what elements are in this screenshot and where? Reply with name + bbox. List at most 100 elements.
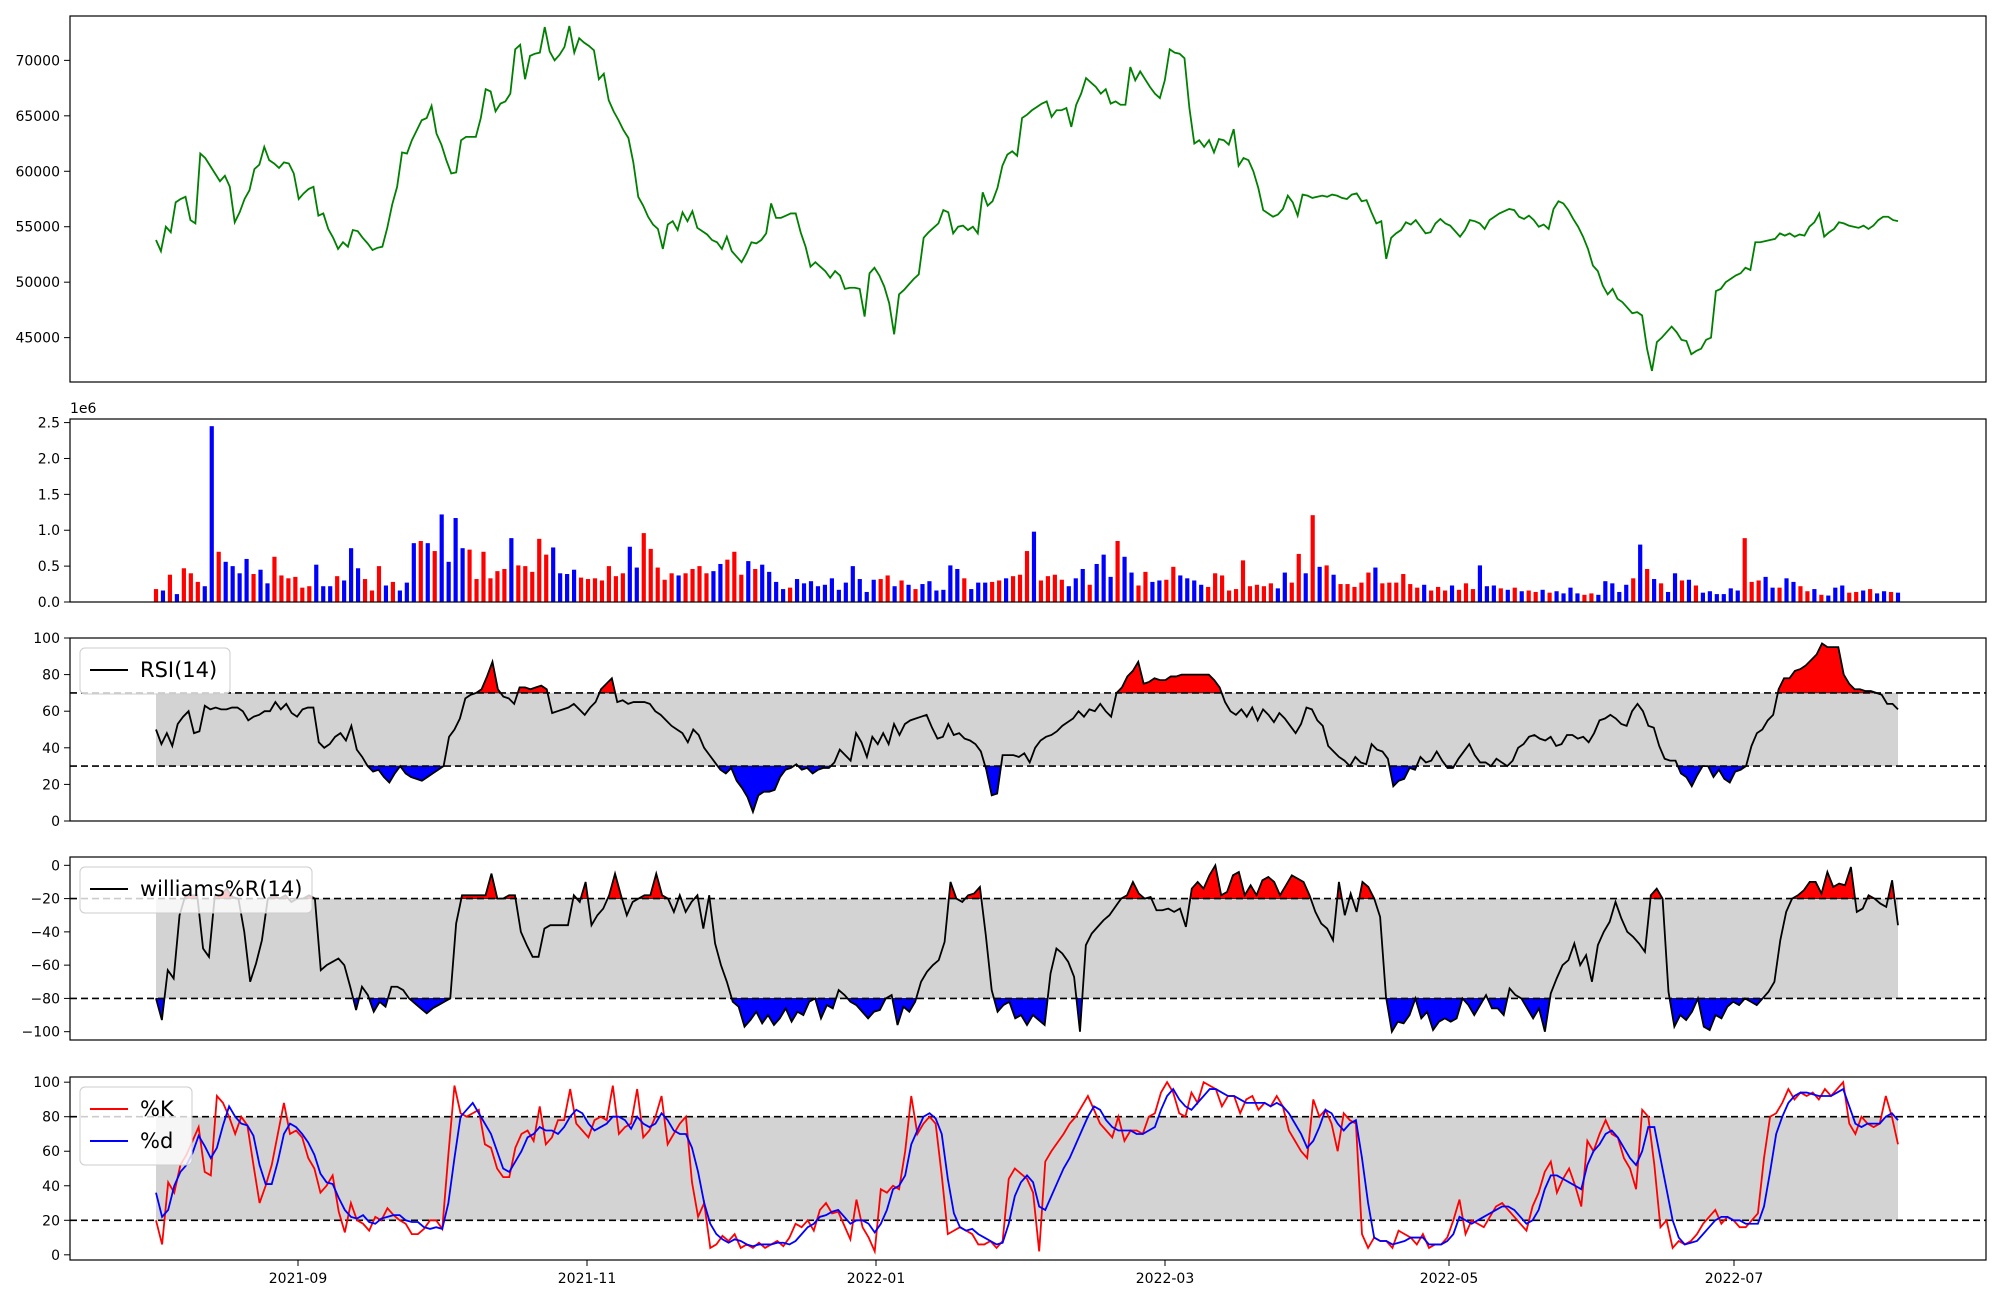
volume-bar (362, 579, 368, 602)
y-tick-label: 0 (51, 1248, 60, 1264)
volume-bar (286, 578, 291, 602)
volume-bar (369, 590, 375, 602)
volume-bar (167, 574, 173, 602)
indicator-line (155, 1080, 1899, 1255)
volume-bar (1784, 578, 1789, 602)
volume-bar (822, 584, 828, 602)
volume-bar (997, 580, 1002, 602)
volume-bar (1296, 553, 1301, 602)
volume-bar (634, 567, 639, 602)
volume-bar (1714, 594, 1719, 602)
y-tick-label: 2.0 (38, 451, 60, 467)
volume-bar (439, 514, 444, 602)
volume-bar (669, 573, 674, 602)
volume-bar (1143, 571, 1148, 602)
volume-bar (1366, 572, 1371, 602)
volume-bar (969, 589, 974, 602)
volume-bar (1798, 586, 1803, 602)
volume-bar (578, 577, 584, 602)
volume-bar (606, 566, 612, 602)
volume-bar (836, 589, 841, 602)
volume-bar (544, 554, 549, 602)
volume-bar (1812, 589, 1817, 602)
volume-bar (843, 582, 848, 602)
y-tick-label: 50000 (15, 275, 60, 291)
volume-bar (1770, 587, 1775, 602)
volume-bar (1010, 576, 1016, 602)
volume-bar (990, 581, 995, 602)
volume-bar (1470, 589, 1476, 602)
volume-bar (460, 548, 465, 602)
volume-bar (878, 579, 883, 602)
volume-bar (1491, 585, 1496, 602)
volume-bar (202, 586, 207, 602)
volume-bar (1310, 515, 1315, 602)
volume-bar (390, 581, 396, 602)
legend-label: %d (140, 1129, 173, 1153)
volume-bar (753, 568, 758, 602)
volume-bar (1645, 568, 1650, 602)
volume-bar (815, 586, 821, 602)
volume-bar (1108, 576, 1113, 602)
volume-bar (1206, 586, 1211, 602)
volume-bar (181, 568, 186, 602)
volume-bar (1122, 556, 1127, 602)
x-tick-label: 2022-07 (1705, 1271, 1764, 1287)
volume-bar (1547, 592, 1552, 602)
volume-bar (1700, 592, 1705, 602)
volume-bar (1352, 586, 1357, 602)
volume-bar (1429, 590, 1434, 602)
volume-bar (1519, 591, 1524, 602)
volume-bar (1805, 591, 1810, 602)
volume-bar (1763, 576, 1768, 602)
volume-bar (1456, 589, 1462, 602)
volume-bar (1449, 585, 1455, 602)
volume-bar (474, 579, 479, 602)
volume-bar (746, 561, 751, 602)
x-tick-label: 2021-09 (269, 1271, 328, 1287)
volume-bar (425, 543, 430, 602)
volume-bar (1875, 593, 1880, 602)
y-tick-label: 55000 (15, 220, 60, 236)
volume-bar (1589, 593, 1594, 602)
y-tick-label: −60 (30, 958, 60, 974)
volume-bar (1004, 578, 1009, 602)
volume-bar (383, 585, 389, 602)
volume-bar (230, 566, 235, 602)
y-tick-label: 60000 (15, 164, 60, 180)
volume-bar (1282, 572, 1287, 602)
volume-bar (174, 594, 179, 602)
volume-bar (704, 573, 709, 602)
volume-bar (1150, 581, 1155, 602)
volume-bar (1408, 584, 1413, 602)
volume-bar (1679, 580, 1685, 602)
volume-bar (1275, 588, 1280, 602)
volume-bar (1394, 582, 1399, 602)
shared-x-axis: 2021-09 2021-11 2022-01 2022-03 2022-05 2022-… (269, 1260, 1764, 1287)
y-tick-label: 65000 (15, 109, 60, 125)
indicator-line (155, 862, 1899, 1035)
volume-bar (1742, 538, 1747, 602)
volume-bar (1728, 588, 1733, 602)
volume-bar (1226, 590, 1232, 602)
volume-bar (1199, 584, 1204, 602)
volume-bar (655, 567, 660, 602)
volume-bar (188, 573, 193, 602)
legend-box (79, 866, 313, 914)
y-tick-label: 40 (42, 741, 60, 757)
volume-bar (418, 541, 423, 602)
volume-bar (272, 556, 277, 602)
volume-bar (355, 568, 361, 602)
legend-box (79, 1086, 193, 1166)
volume-bar (1707, 591, 1712, 602)
price-line (155, 25, 1899, 372)
volume-bar (523, 566, 528, 602)
neutral-band (156, 898, 1898, 999)
neutral-band (156, 1116, 1898, 1221)
volume-bar (1847, 592, 1852, 602)
y-tick-label: −40 (30, 925, 60, 941)
volume-bar (516, 565, 521, 602)
volume-bar (850, 566, 855, 602)
volume-bar (216, 551, 221, 602)
volume-bar (1861, 590, 1866, 602)
